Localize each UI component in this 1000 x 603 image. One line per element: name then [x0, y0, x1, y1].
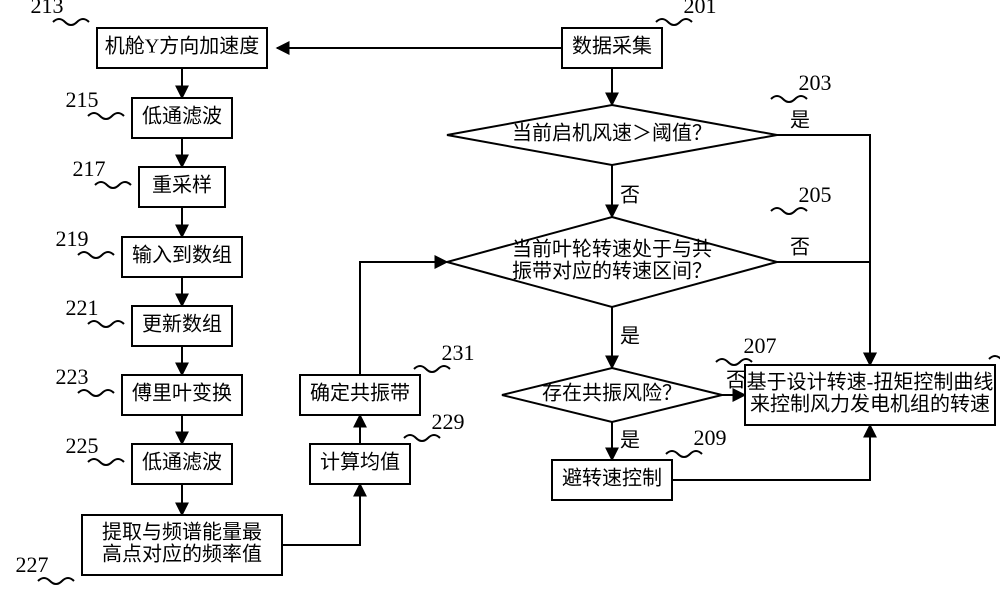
- node-label-n225: 低通滤波: [142, 451, 222, 474]
- node-n219: 输入到数组: [122, 237, 242, 277]
- num-n205: 205: [799, 182, 832, 207]
- node-n223: 傅里叶变换: [122, 375, 242, 415]
- node-n207: 存在共振风险？: [502, 368, 722, 422]
- squiggle-n213: [53, 19, 89, 25]
- node-n211: 基于设计转速-扭矩控制曲线来控制风力发电机组的转速: [745, 365, 995, 425]
- node-label-n227-0: 提取与频谱能量最: [102, 521, 262, 544]
- node-label-n211-0: 基于设计转速-扭矩控制曲线: [747, 371, 994, 394]
- node-n225: 低通滤波: [132, 444, 232, 484]
- node-n205: 当前叶轮转速处于与共振带对应的转速区间？: [447, 217, 777, 307]
- squiggle-n209: [666, 451, 702, 457]
- node-n221: 更新数组: [132, 306, 232, 346]
- squiggle-n221: [88, 321, 124, 327]
- squiggle-n217: [95, 182, 131, 188]
- num-n207: 207: [744, 333, 777, 358]
- node-label-n227-1: 高点对应的频率值: [102, 543, 262, 566]
- flowchart: 数据采集机舱Y方向加速度低通滤波重采样输入到数组更新数组傅里叶变换低通滤波提取与…: [0, 0, 1000, 603]
- edge-label-n203-n211: 是: [790, 110, 810, 132]
- edge-n227-n229: [282, 484, 360, 545]
- num-n223: 223: [56, 364, 89, 389]
- num-n221: 221: [66, 295, 99, 320]
- squiggle-n225: [88, 459, 124, 465]
- node-n203: 当前启机风速＞阈值？: [447, 105, 777, 165]
- num-n215: 215: [66, 87, 99, 112]
- node-label-n201: 数据采集: [572, 35, 652, 58]
- squiggle-n215: [88, 113, 124, 119]
- node-label-n211-1: 来控制风力发电机组的转速: [750, 393, 990, 416]
- squiggle-n223: [78, 390, 114, 396]
- node-n227: 提取与频谱能量最高点对应的频率值: [82, 515, 282, 575]
- edge-label-n207-n209: 是: [620, 430, 640, 452]
- num-n213: 213: [31, 0, 64, 18]
- node-label-n229: 计算均值: [320, 451, 400, 474]
- squiggle-n231: [414, 366, 450, 372]
- num-n219: 219: [56, 226, 89, 251]
- squiggle-n201: [656, 19, 692, 25]
- node-n209: 避转速控制: [552, 460, 672, 500]
- num-n217: 217: [73, 156, 106, 181]
- num-n201: 201: [684, 0, 717, 18]
- squiggle-n203: [771, 96, 807, 102]
- squiggle-n219: [78, 252, 114, 258]
- squiggle-n229: [404, 435, 440, 441]
- node-n217: 重采样: [139, 167, 225, 207]
- node-label-n221: 更新数组: [142, 313, 222, 336]
- node-label-n215: 低通滤波: [142, 105, 222, 128]
- node-n231: 确定共振带: [300, 375, 420, 415]
- edge-label-n205-n211: 否: [790, 237, 810, 259]
- node-n201: 数据采集: [562, 28, 662, 68]
- edge-label-n205-n207: 是: [620, 326, 640, 348]
- node-label-n223: 傅里叶变换: [132, 382, 232, 405]
- node-label-n217: 重采样: [152, 174, 212, 197]
- node-label-n205-0: 当前叶轮转速处于与共: [512, 238, 712, 261]
- node-n229: 计算均值: [310, 444, 410, 484]
- node-n215: 低通滤波: [132, 98, 232, 138]
- squiggle-n211: [989, 356, 1000, 362]
- node-label-n219: 输入到数组: [132, 244, 232, 267]
- num-n227: 227: [16, 552, 49, 577]
- num-n209: 209: [694, 425, 727, 450]
- num-n203: 203: [799, 70, 832, 95]
- edge-n205-n211: [777, 262, 870, 365]
- node-label-n203: 当前启机风速＞阈值？: [512, 122, 712, 145]
- node-label-n213: 机舱Y方向加速度: [105, 35, 259, 58]
- edge-label-n203-n205: 否: [620, 185, 640, 207]
- edge-n231-n205: [360, 262, 447, 375]
- node-label-n209: 避转速控制: [562, 467, 662, 490]
- squiggle-n205: [771, 208, 807, 214]
- num-n229: 229: [432, 409, 465, 434]
- node-label-n231: 确定共振带: [310, 382, 410, 405]
- num-n225: 225: [66, 433, 99, 458]
- node-n213: 机舱Y方向加速度: [97, 28, 267, 68]
- num-n231: 231: [442, 340, 475, 365]
- node-label-n207: 存在共振风险？: [542, 382, 682, 405]
- node-label-n205-1: 振带对应的转速区间？: [512, 260, 712, 283]
- edge-label-n207-n211: 否: [726, 370, 746, 392]
- squiggle-n227: [38, 578, 74, 584]
